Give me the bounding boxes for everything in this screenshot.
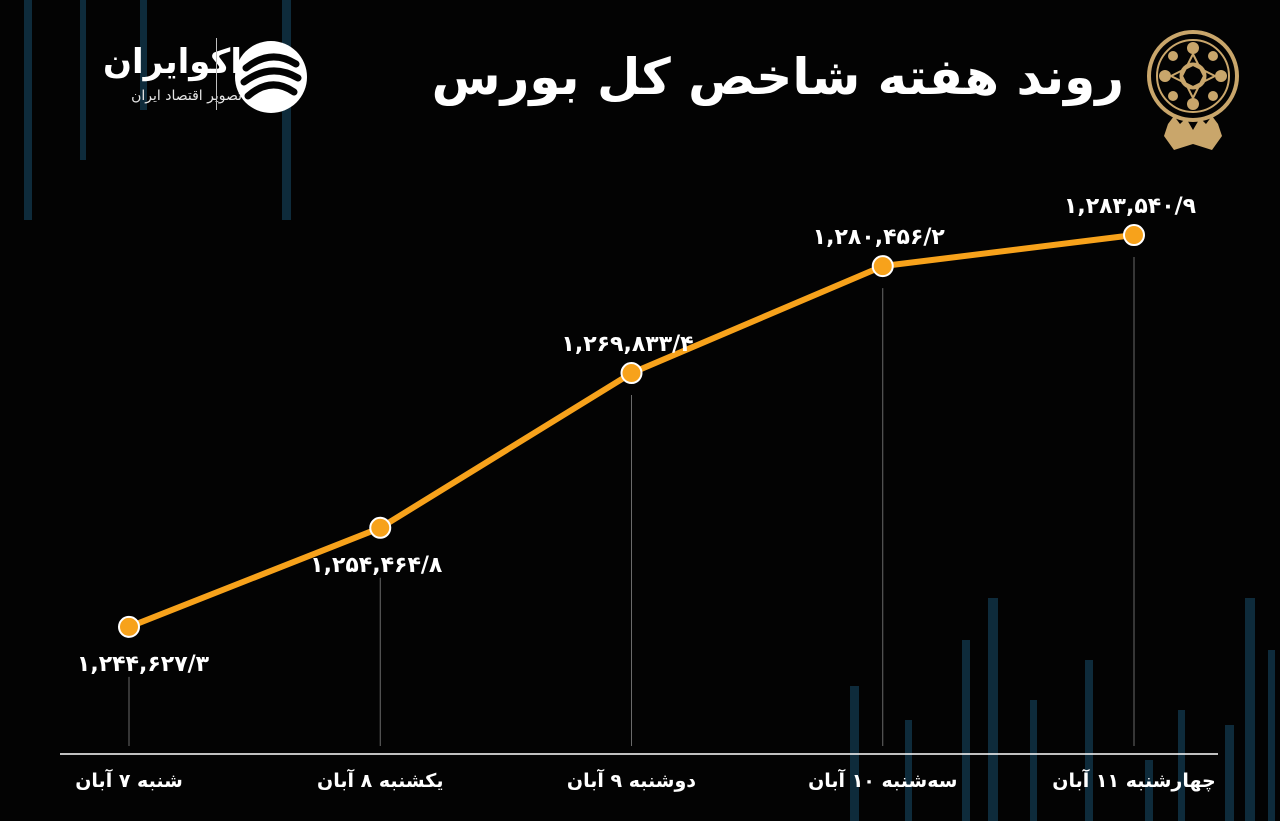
background-bar [24, 0, 32, 220]
brand-name: اکوایران [103, 42, 242, 82]
background-bar [1085, 660, 1093, 821]
category-label: چهارشنبه ۱۱ آبان [1052, 768, 1215, 792]
value-label: ۱,۲۸۰,۴۵۶/۲ [813, 225, 946, 250]
background-bar [962, 640, 970, 821]
value-label: ۱,۲۴۴,۶۲۷/۳ [77, 652, 210, 677]
background-bar [140, 0, 147, 110]
background-bar [988, 598, 998, 821]
background-bar [1145, 760, 1153, 821]
category-label: شنبه ۷ آبان [75, 768, 183, 792]
background-bar [1030, 700, 1037, 821]
ecoiran-logo-icon [232, 38, 310, 116]
category-label: سه‌شنبه ۱۰ آبان [808, 768, 957, 792]
data-point [118, 615, 140, 638]
category-label: دوشنبه ۹ آبان [567, 768, 696, 792]
brand-tagline: تصویر اقتصاد ایران [131, 88, 242, 104]
background-bar [905, 720, 912, 821]
category-label: یکشنبه ۸ آبان [317, 768, 443, 792]
background-bar [1178, 710, 1185, 821]
tehran-stock-exchange-seal-icon [1142, 30, 1244, 152]
background-bar [282, 0, 291, 220]
data-point [620, 362, 643, 385]
data-point [871, 255, 894, 278]
value-label: ۱,۲۸۳,۵۴۰/۹ [1064, 194, 1196, 219]
value-label: ۱,۲۶۹,۸۳۳/۴ [561, 332, 693, 357]
data-point [369, 516, 392, 539]
brand-block: اکوایران تصویر اقتصاد ایران [40, 38, 320, 118]
brand-divider [216, 38, 217, 110]
data-point [1123, 224, 1145, 247]
chart-title: روند هفته شاخص کل بورس [431, 48, 1124, 106]
background-bar [80, 0, 86, 160]
value-label: ۱,۲۵۴,۴۶۴/۸ [310, 553, 443, 578]
background-bar [1225, 725, 1234, 821]
background-bar [1268, 650, 1275, 821]
background-bar [1245, 598, 1255, 821]
